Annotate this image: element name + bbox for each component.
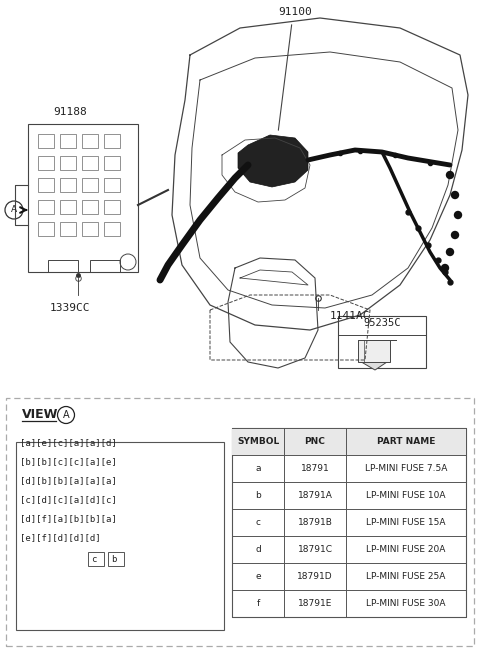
Bar	[82, 134, 98, 148]
Circle shape	[452, 192, 458, 199]
Bar	[104, 178, 120, 192]
Text: 1141AC: 1141AC	[330, 311, 371, 321]
Bar	[232, 428, 466, 455]
Text: 91100: 91100	[278, 7, 312, 17]
Bar	[88, 552, 104, 566]
Text: 1339CC: 1339CC	[50, 303, 90, 313]
Bar	[104, 200, 120, 214]
Bar	[60, 156, 76, 170]
Text: c: c	[91, 554, 96, 564]
Text: A: A	[63, 410, 69, 420]
Bar	[38, 200, 54, 214]
Bar	[38, 156, 54, 170]
Text: 18791A: 18791A	[298, 491, 333, 500]
Circle shape	[452, 232, 458, 239]
Bar	[60, 178, 76, 192]
Text: [b][b][c][c][a][e]: [b][b][c][c][a][e]	[20, 457, 117, 466]
Text: d: d	[255, 545, 261, 554]
Bar	[104, 222, 120, 236]
Circle shape	[442, 264, 448, 272]
Text: 18791B: 18791B	[298, 518, 333, 527]
Text: PNC: PNC	[305, 437, 325, 446]
Text: [a][e][c][a][a][d]: [a][e][c][a][a][d]	[20, 438, 117, 447]
Bar	[82, 222, 98, 236]
Bar	[338, 316, 426, 368]
Bar	[232, 428, 466, 617]
Text: 18791C: 18791C	[298, 545, 333, 554]
Bar	[108, 552, 124, 566]
Bar	[60, 222, 76, 236]
Bar	[28, 124, 138, 272]
Polygon shape	[238, 135, 308, 187]
Text: LP-MINI FUSE 7.5A: LP-MINI FUSE 7.5A	[365, 464, 447, 473]
Bar	[82, 156, 98, 170]
Polygon shape	[358, 350, 390, 370]
Circle shape	[446, 249, 454, 255]
Text: c: c	[255, 518, 261, 527]
Bar	[82, 178, 98, 192]
Text: f: f	[256, 599, 260, 608]
Bar	[60, 200, 76, 214]
Text: [d][f][a][b][b][a]: [d][f][a][b][b][a]	[20, 514, 117, 523]
Bar	[16, 442, 224, 630]
Text: b: b	[111, 554, 117, 564]
Circle shape	[455, 211, 461, 218]
Text: PART NAME: PART NAME	[377, 437, 435, 446]
Text: 18791E: 18791E	[298, 599, 332, 608]
Bar	[82, 200, 98, 214]
Text: LP-MINI FUSE 30A: LP-MINI FUSE 30A	[366, 599, 446, 608]
Text: [e][f][d][d][d]: [e][f][d][d][d]	[20, 533, 101, 543]
Text: a: a	[255, 464, 261, 473]
Bar	[60, 134, 76, 148]
Text: 18791: 18791	[300, 464, 329, 473]
Text: 95235C: 95235C	[363, 318, 401, 328]
Bar	[38, 222, 54, 236]
Text: b: b	[255, 491, 261, 500]
Bar	[38, 134, 54, 148]
Text: [c][d][c][a][d][c]: [c][d][c][a][d][c]	[20, 495, 117, 504]
Text: LP-MINI FUSE 25A: LP-MINI FUSE 25A	[366, 572, 446, 581]
Text: [d][b][b][a][a][a]: [d][b][b][a][a][a]	[20, 476, 117, 485]
Text: LP-MINI FUSE 10A: LP-MINI FUSE 10A	[366, 491, 446, 500]
Text: 91188: 91188	[53, 107, 87, 117]
Bar	[90, 260, 120, 272]
Bar	[6, 398, 474, 646]
Bar	[104, 134, 120, 148]
Text: LP-MINI FUSE 15A: LP-MINI FUSE 15A	[366, 518, 446, 527]
Bar	[358, 340, 390, 362]
Bar	[48, 260, 78, 272]
Text: e: e	[255, 572, 261, 581]
Bar	[104, 156, 120, 170]
Text: SYMBOL: SYMBOL	[237, 437, 279, 446]
Bar	[38, 178, 54, 192]
Text: A: A	[11, 205, 17, 215]
Circle shape	[446, 171, 454, 178]
Text: LP-MINI FUSE 20A: LP-MINI FUSE 20A	[366, 545, 446, 554]
Text: VIEW: VIEW	[22, 409, 59, 422]
Text: 18791D: 18791D	[297, 572, 333, 581]
